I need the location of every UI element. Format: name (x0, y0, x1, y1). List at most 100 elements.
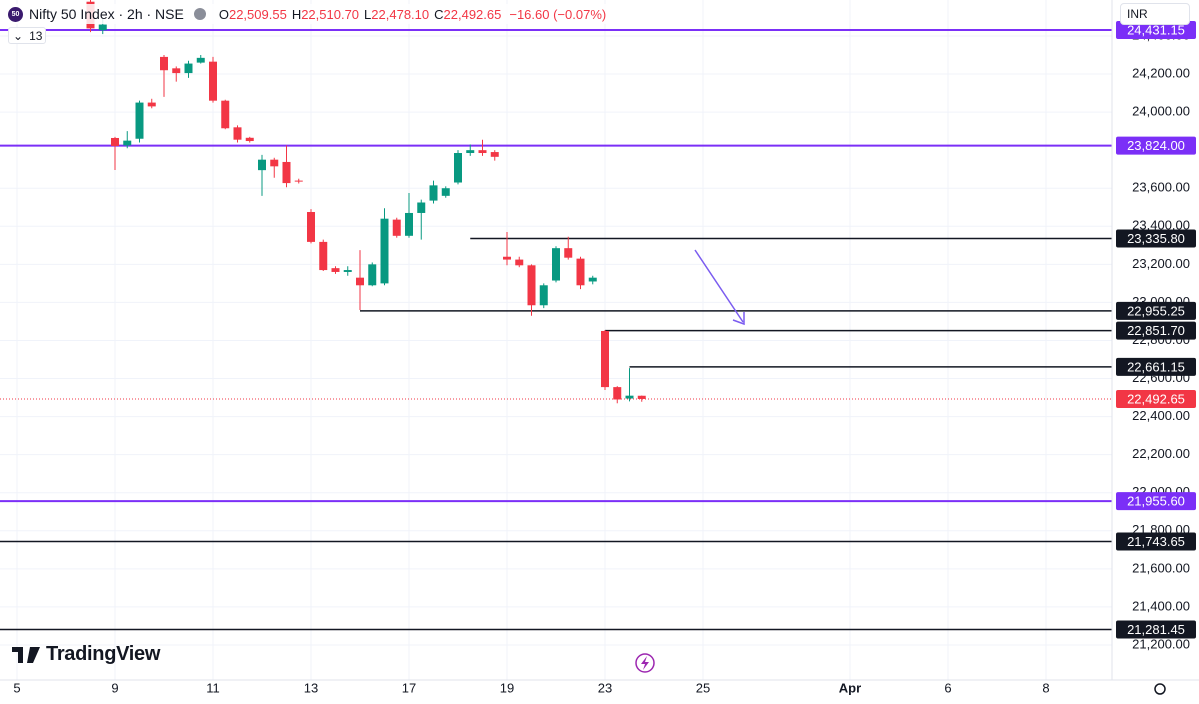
arrow-annotation (694, 249, 744, 323)
x-tick-label: 17 (402, 680, 416, 695)
level-label: 21,955.60 (1127, 494, 1185, 509)
candle-body (588, 277, 597, 282)
candle-body (576, 258, 585, 286)
level-label-box (1116, 620, 1196, 639)
level-label-box (1116, 492, 1196, 511)
candle-body (331, 268, 340, 272)
chevron: ⌄ (13, 28, 24, 43)
ohlc-key: H (291, 6, 302, 22)
y-tick-label: 24,000.00 (1132, 104, 1190, 119)
candle-body (294, 180, 303, 182)
x-tick-label: Apr (839, 680, 861, 695)
y-tick-label: 23,400.00 (1132, 218, 1190, 233)
candle-body (539, 285, 548, 306)
x-tick-label: 25 (696, 680, 710, 695)
x-tick-label: 11 (206, 680, 220, 695)
candle-body (172, 68, 181, 74)
candle-body (613, 387, 622, 400)
candle-body (221, 100, 230, 129)
indicator-count: 13 (29, 28, 43, 43)
x-tick-label: 9 (111, 680, 118, 695)
candle-body (392, 219, 401, 236)
y-tick-label: 21,600.00 (1132, 560, 1190, 575)
x-tick-label: 13 (304, 680, 318, 695)
candle-body (625, 395, 634, 399)
y-tick-label: 24,200.00 (1132, 65, 1190, 80)
currency: INR (1127, 7, 1148, 21)
candle-body (307, 212, 315, 242)
candle-body (552, 248, 560, 281)
candle-body (111, 137, 119, 146)
ohlc-value: 22,510.70 (301, 6, 360, 22)
x-tick-label: 23 (598, 680, 612, 695)
candle-body (601, 330, 609, 388)
ohlc-key: O (218, 6, 229, 22)
legend-header: 50 Nifty 50 Index · 2h · NSE O 22,509.55 … (8, 4, 609, 24)
candle-body (368, 264, 377, 286)
level-label-box (1116, 136, 1196, 155)
candle-body (503, 256, 511, 260)
lightning-icon[interactable] (635, 653, 655, 673)
level-label-box (1116, 357, 1196, 376)
level-label-box (1116, 532, 1196, 551)
candle-body (466, 150, 475, 154)
currency-selector[interactable]: INR (1120, 3, 1190, 25)
candle-body (637, 395, 646, 399)
logo-mark (12, 646, 40, 663)
candle-body (209, 61, 217, 101)
level-label: 22,955.25 (1127, 303, 1185, 318)
logo[interactable]: TradingView (12, 643, 160, 666)
candle-body (356, 277, 364, 286)
candle-body (245, 137, 254, 142)
candle-body (478, 150, 487, 154)
candle-body (405, 212, 413, 236)
indicator-toggle[interactable]: ⌄ 13 (8, 27, 46, 44)
x-tick-label: 19 (500, 680, 514, 695)
candle-body (515, 259, 524, 266)
candle-body (98, 24, 107, 31)
candle-body (380, 218, 389, 284)
y-tick-label: 22,200.00 (1132, 446, 1190, 461)
settings-icon[interactable] (1154, 683, 1166, 695)
y-tick-label: 23,200.00 (1132, 256, 1190, 271)
arrow-head (732, 312, 745, 326)
candle-body (527, 265, 536, 306)
candle-body (564, 248, 573, 258)
candle-body (147, 102, 156, 107)
symbol-badge: 50 (8, 6, 23, 22)
last-price-box (1116, 389, 1196, 408)
x-tick-label: 6 (944, 680, 951, 695)
y-tick-label: 23,600.00 (1132, 180, 1190, 195)
level-label: 23,824.00 (1127, 138, 1185, 153)
ohlc-key: C (434, 6, 444, 22)
candle-body (441, 188, 450, 196)
candle-body (429, 185, 438, 201)
candle-body (270, 159, 279, 167)
last-price-label: 22,492.65 (1127, 391, 1185, 406)
candle-body (135, 102, 144, 139)
y-tick-label: 21,400.00 (1132, 598, 1190, 613)
y-tick-label: 22,400.00 (1132, 408, 1190, 423)
ohlc-value: 22,509.55 (228, 6, 287, 22)
level-label: 21,281.45 (1127, 622, 1185, 637)
ohlc-value: 22,492.65 (443, 6, 502, 22)
candle-body (123, 140, 132, 146)
x-tick-label: 8 (1042, 680, 1049, 695)
candle-body (184, 63, 193, 74)
level-label: 22,661.15 (1127, 359, 1185, 374)
level-label: 23,335.80 (1127, 231, 1185, 246)
level-label: 21,743.65 (1127, 534, 1185, 549)
level-label: 24,431.15 (1127, 22, 1185, 37)
change: −16.60 (−0.07%) (509, 6, 607, 22)
symbol[interactable]: Nifty 50 Index · 2h · NSE (29, 6, 184, 22)
candle-body (490, 152, 499, 157)
logo-text: TradingView (46, 643, 161, 665)
candle-body (343, 270, 352, 272)
candle-body (417, 202, 426, 213)
level-label-box (1116, 21, 1196, 40)
ohlc-value: 22,478.10 (371, 6, 430, 22)
candle-body (282, 161, 291, 184)
level-label: 22,851.70 (1127, 323, 1185, 338)
